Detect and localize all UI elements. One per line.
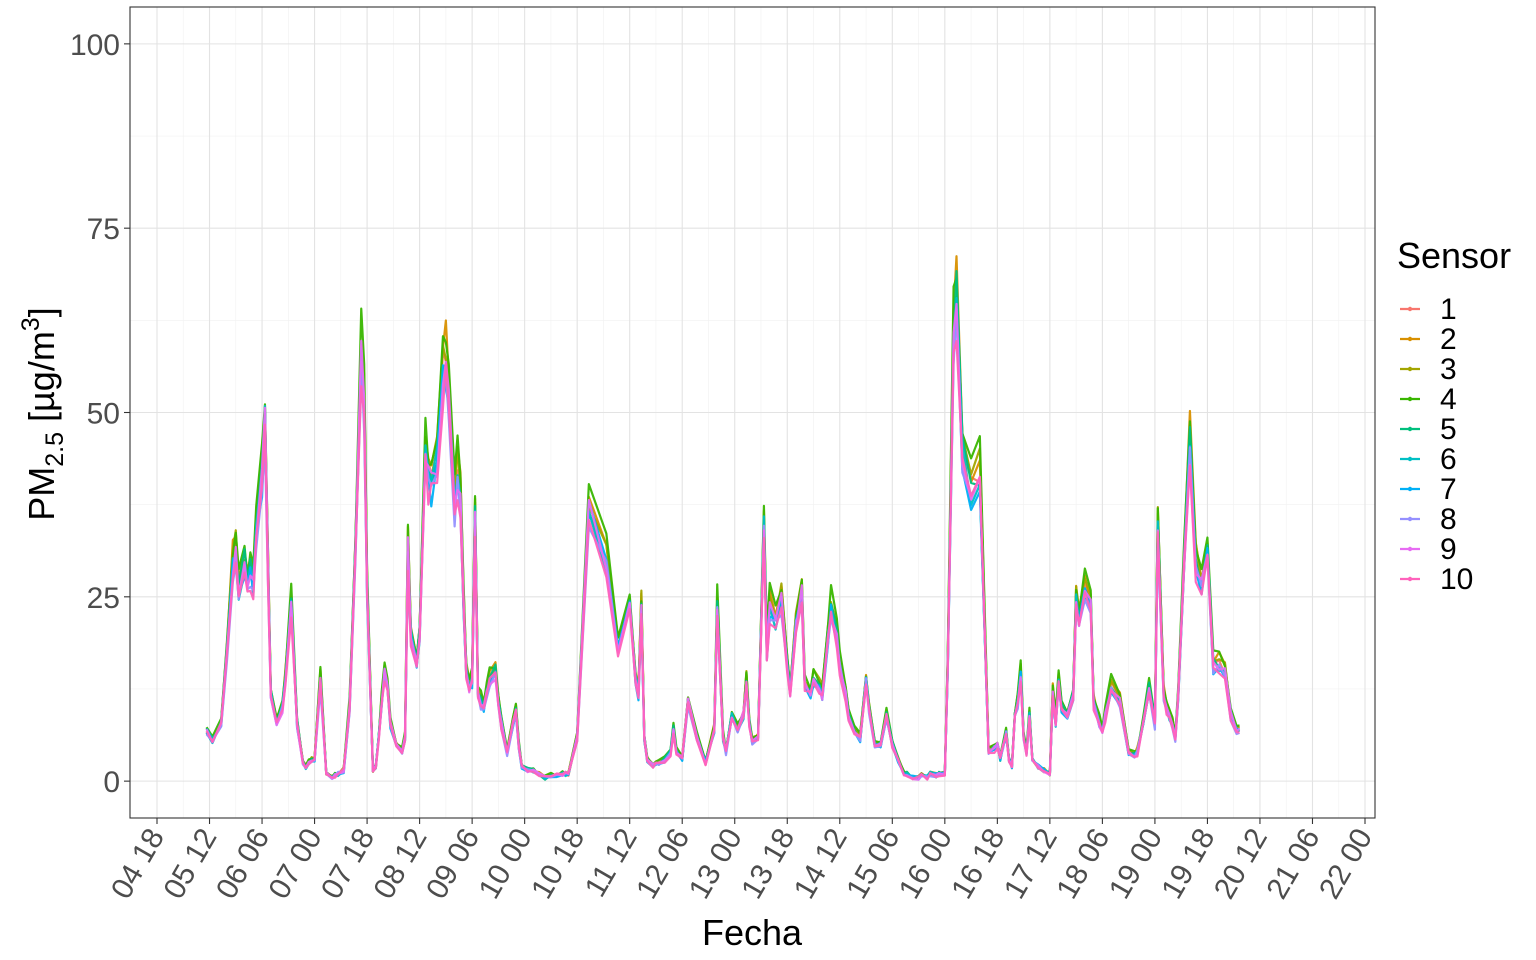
legend-key-point-7 <box>1407 486 1413 492</box>
legend-key-point-5 <box>1407 426 1413 432</box>
legend-label-3: 3 <box>1440 353 1457 386</box>
series-line-10 <box>205 339 1240 781</box>
legend-title: Sensor <box>1397 235 1511 276</box>
x-tick-label: 13 00 <box>683 823 749 905</box>
x-tick-label: 16 00 <box>893 823 959 905</box>
x-tick-label: 19 18 <box>1155 823 1221 905</box>
legend-key-point-3 <box>1407 366 1413 372</box>
x-tick-label: 16 18 <box>945 823 1011 905</box>
x-tick-label: 14 12 <box>788 823 854 905</box>
x-tick-label: 13 18 <box>735 823 801 905</box>
major-gridlines <box>130 7 1375 818</box>
legend-label-9: 9 <box>1440 533 1457 566</box>
y-axis-title-subscript: 2.5 <box>41 432 69 467</box>
legend-label-4: 4 <box>1440 383 1457 416</box>
x-tick-label: 10 00 <box>473 823 539 905</box>
x-tick-label: 07 18 <box>315 823 381 905</box>
y-tick-label: 0 <box>103 766 120 799</box>
y-tick-label: 100 <box>70 29 120 62</box>
x-tick-label: 08 12 <box>368 823 434 905</box>
legend-label-7: 7 <box>1440 473 1457 506</box>
x-tick-label: 19 00 <box>1103 823 1169 905</box>
legend-key-point-2 <box>1407 336 1413 342</box>
x-tick-label: 15 06 <box>840 823 906 905</box>
legend-key-point-9 <box>1407 546 1413 552</box>
x-tick-label: 04 18 <box>105 823 171 905</box>
x-axis-title: Fecha <box>702 912 803 953</box>
x-tick-label: 17 12 <box>998 823 1064 905</box>
y-axis-title-main: PM <box>21 467 62 521</box>
legend-key-point-8 <box>1407 516 1413 522</box>
legend-key-point-1 <box>1407 306 1413 312</box>
x-tick-label: 21 06 <box>1260 823 1326 905</box>
legend-key-point-10 <box>1407 576 1413 582</box>
y-axis-title-superscript: 3 <box>17 317 45 331</box>
y-axis-title: PM2.5 [µg/m3] <box>17 307 69 520</box>
x-tick-label: 09 06 <box>420 823 486 905</box>
x-tick-label: 18 06 <box>1050 823 1116 905</box>
legend-label-8: 8 <box>1440 503 1457 536</box>
y-tick-label: 50 <box>87 398 120 431</box>
series-lines <box>205 255 1241 781</box>
legend-label-1: 1 <box>1440 293 1457 326</box>
legend-key-point-4 <box>1407 396 1413 402</box>
y-axis-title-unit: [µg/m <box>21 331 62 432</box>
legend-key-point-6 <box>1407 456 1413 462</box>
legend-label-2: 2 <box>1440 323 1457 356</box>
y-axis-title-unit-close: ] <box>21 307 62 317</box>
y-axis: 0 25 50 75 100 <box>70 29 130 799</box>
x-tick-label: 06 06 <box>210 823 276 905</box>
x-tick-label: 20 12 <box>1208 823 1274 905</box>
legend-label-6: 6 <box>1440 443 1457 476</box>
legend-label-5: 5 <box>1440 413 1457 446</box>
x-tick-label: 07 00 <box>263 823 329 905</box>
x-tick-label: 05 12 <box>157 823 223 905</box>
x-tick-label: 22 00 <box>1313 823 1379 905</box>
y-tick-label: 25 <box>87 582 120 615</box>
x-tick-label: 12 06 <box>630 823 696 905</box>
x-tick-label: 10 18 <box>525 823 591 905</box>
legend-label-10: 10 <box>1440 563 1473 596</box>
y-tick-label: 75 <box>87 213 120 246</box>
